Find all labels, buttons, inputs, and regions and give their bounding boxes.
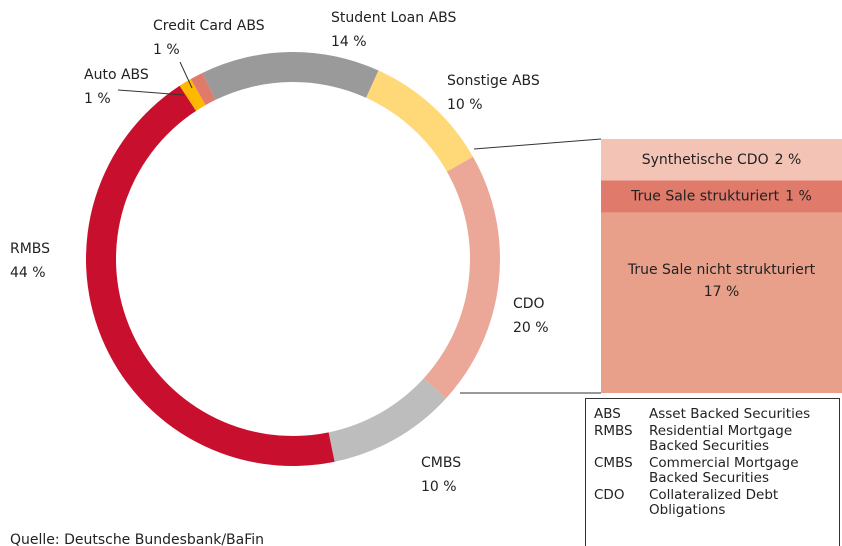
glossary-row: CMBS Commercial Mortgage Backed Securitie… xyxy=(594,456,833,486)
source: Quelle: Deutsche Bundesbank/BaFin xyxy=(10,532,264,546)
segment-label: CDO xyxy=(513,296,545,312)
glossary-text: Collateralized Debt Obligations xyxy=(649,487,779,518)
segment-label: Auto ABS xyxy=(84,67,149,83)
glossary-row: ABS Asset Backed Securities xyxy=(594,407,833,422)
glossary-text: Residential Mortgage Backed Securities xyxy=(649,423,793,454)
segment-value: 14 % xyxy=(331,34,367,50)
segment-label: Student Loan ABS xyxy=(331,10,457,26)
donut-segment xyxy=(85,85,335,466)
breakdown-value: 17 % xyxy=(704,284,740,300)
donut-segment xyxy=(328,378,446,462)
segment-value: 20 % xyxy=(513,320,549,336)
segment-label: RMBS xyxy=(10,241,50,257)
segment-label: Credit Card ABS xyxy=(153,18,265,34)
donut-segment xyxy=(202,52,379,100)
leader-line xyxy=(117,89,185,96)
glossary-abbr: ABS xyxy=(594,406,621,422)
connector xyxy=(473,138,602,150)
segment-value: 44 % xyxy=(10,265,46,281)
glossary-abbr: CDO xyxy=(594,487,625,503)
breakdown-label: True Sale nicht strukturiert xyxy=(627,262,816,278)
segment-value: 10 % xyxy=(447,97,483,113)
breakdown-segment xyxy=(601,139,842,181)
segment-value: 1 % xyxy=(84,91,111,107)
glossary-text: Commercial Mortgage Backed Securities xyxy=(649,455,799,486)
glossary-row: CDO Collateralized Debt Obligations xyxy=(594,488,833,518)
donut-segment xyxy=(423,156,500,399)
donut-segment xyxy=(190,72,216,106)
breakdown-segment xyxy=(601,180,842,213)
donut-segment xyxy=(366,70,473,172)
glossary-text: Asset Backed Securities xyxy=(649,406,811,422)
donut-segment xyxy=(179,79,206,111)
segment-value: 10 % xyxy=(421,479,457,495)
breakdown-label: True Sale strukturiert 1 % xyxy=(630,189,812,205)
glossary: ABS Asset Backed Securities RMBS Residentia… xyxy=(585,398,840,546)
breakdown-segment xyxy=(601,212,842,393)
glossary-row: RMBS Residential Mortgage Backed Securiti… xyxy=(594,424,833,454)
leader-line xyxy=(179,61,193,89)
glossary-abbr: CMBS xyxy=(594,455,633,471)
segment-label: Sonstige ABS xyxy=(447,73,540,89)
glossary-abbr: RMBS xyxy=(594,423,633,439)
segment-label: CMBS xyxy=(421,455,461,471)
breakdown-label: Synthetische CDO 2 % xyxy=(642,152,802,168)
segment-value: 1 % xyxy=(153,42,180,58)
